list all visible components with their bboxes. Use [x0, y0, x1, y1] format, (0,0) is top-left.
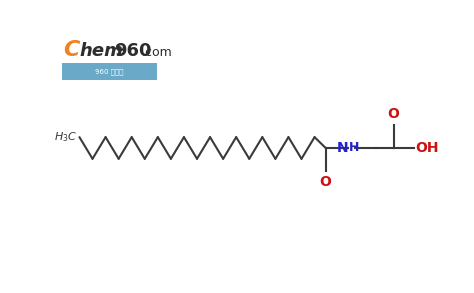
- Text: $H_3C$: $H_3C$: [54, 130, 77, 144]
- Text: OH: OH: [416, 141, 439, 155]
- Bar: [62, 63, 157, 80]
- Text: 960: 960: [114, 42, 152, 60]
- Text: N: N: [337, 141, 348, 155]
- Text: H: H: [348, 142, 359, 154]
- Text: 960 化工网: 960 化工网: [95, 69, 124, 75]
- Text: O: O: [320, 175, 332, 189]
- Text: hem: hem: [79, 42, 123, 60]
- Text: .com: .com: [142, 46, 172, 59]
- Text: O: O: [388, 107, 400, 121]
- Text: C: C: [64, 40, 80, 60]
